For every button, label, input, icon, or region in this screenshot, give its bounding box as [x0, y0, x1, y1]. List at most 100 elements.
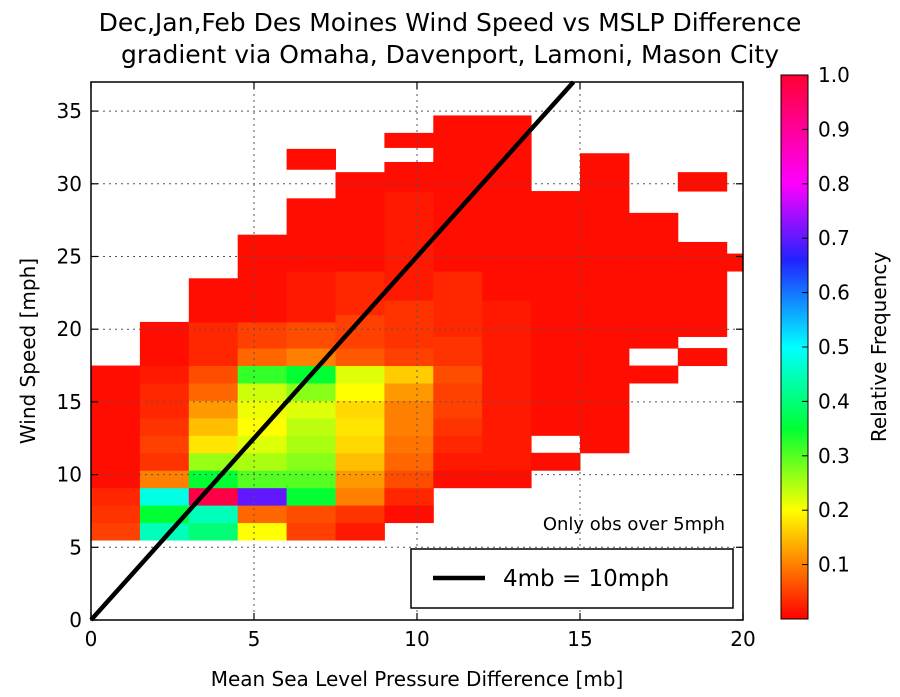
- x-tick-label-1: 5: [248, 627, 261, 651]
- heatmap-cell-39: [237, 234, 288, 323]
- heatmap-cell-17: [188, 487, 239, 506]
- heatmap-cell-18: [188, 470, 239, 489]
- heatmap-cell-43: [286, 470, 336, 489]
- heatmap-cell-65: [335, 348, 385, 367]
- heatmap-cell-28: [237, 505, 288, 524]
- heatmap-cell-83: [433, 470, 483, 489]
- heatmap-cell-23: [188, 382, 239, 401]
- legend-entry: 4mb = 10mph: [503, 566, 669, 592]
- heatmap-cell-78: [384, 348, 434, 367]
- heatmap-cell-100: [531, 191, 581, 287]
- heatmap-cell-29: [237, 487, 288, 506]
- heatmap-cell-84: [433, 452, 483, 471]
- heatmap-cell-101: [580, 212, 630, 454]
- heatmap-cell-76: [384, 382, 434, 401]
- colorbar-ticks: 0.1 0.2 0.3 0.4 0.5 0.6 0.7 0.8 0.9 1.0: [802, 63, 850, 577]
- axis-ticks: 0 5 10 15 20 0 5 10 15 20 25 30 35: [57, 82, 756, 651]
- heatmap-cell-72: [384, 452, 434, 471]
- heatmap-cell-30: [237, 470, 288, 489]
- heatmap-cell-103: [628, 365, 679, 384]
- colorbar-tick-label-4: 0.5: [818, 335, 850, 359]
- heatmap-cell-79: [384, 300, 434, 349]
- x-tick-label-4: 20: [730, 627, 755, 651]
- heatmap-cell-53: [286, 198, 336, 272]
- heatmap-cell-60: [335, 435, 385, 454]
- colorbar-tick-label-6: 0.7: [818, 226, 850, 250]
- colorbar-tick-label-7: 0.8: [818, 172, 850, 196]
- heatmap-cell-107: [677, 172, 728, 192]
- heatmap-cell-42: [286, 487, 336, 506]
- heatmap-cell-37: [237, 348, 288, 367]
- heatmap-cell-82: [384, 132, 434, 148]
- heatmap-cell-40: [286, 522, 336, 541]
- heatmap-cell-46: [286, 417, 336, 436]
- heatmap-cell-63: [335, 382, 385, 401]
- heatmap-cell-14: [139, 321, 190, 367]
- colorbar-tick-label-1: 0.2: [818, 498, 850, 522]
- heatmap-cell-51: [286, 321, 336, 349]
- heatmap-cell-7: [139, 470, 190, 489]
- heatmap-cell-99: [531, 285, 581, 367]
- heatmap-cell-26: [188, 278, 239, 323]
- heatmap-cell-64: [335, 365, 385, 384]
- heatmap-cell-85: [433, 435, 483, 454]
- heatmap-cell-15: [188, 522, 239, 541]
- heatmap-cell-16: [188, 505, 239, 524]
- heatmap-cell-59: [335, 452, 385, 471]
- heatmap-cell-91: [433, 271, 483, 337]
- y-tick-label-0: 0: [69, 608, 82, 632]
- reference-line: [89, 80, 576, 622]
- heatmap-cell-71: [384, 470, 434, 489]
- heatmap-cell-56: [335, 505, 385, 524]
- heatmap-cell-108: [726, 253, 744, 272]
- heatmap-cell-87: [433, 400, 483, 419]
- heatmap-cell-19: [188, 452, 239, 471]
- heatmap-cell-102: [580, 153, 630, 214]
- heatmap-cell-68: [335, 172, 385, 272]
- heatmap-cell-70: [384, 487, 434, 506]
- x-axis-label: Mean Sea Level Pressure Difference [mb]: [211, 667, 624, 691]
- heatmap-cell-89: [433, 365, 483, 384]
- heatmap-cell-61: [335, 417, 385, 436]
- heatmap-cell-27: [237, 522, 288, 541]
- heatmap-cell-69: [384, 505, 434, 524]
- colorbar-tick-label-2: 0.3: [818, 444, 850, 468]
- annotation-text: Only obs over 5mph: [543, 514, 725, 535]
- y-tick-label-2: 10: [57, 463, 82, 487]
- heatmap-cell-9: [139, 435, 190, 454]
- heatmap-cell-13: [139, 365, 190, 384]
- heatmap-cell-106: [677, 241, 728, 337]
- heatmap-cell-104: [628, 212, 679, 349]
- heatmap-cell-0: [91, 522, 141, 541]
- heatmap-cell-2: [91, 487, 141, 506]
- heatmap-cell-57: [335, 487, 385, 506]
- x-tick-label-0: 0: [85, 627, 98, 651]
- heatmap-cell-6: [139, 487, 190, 506]
- heatmap-cell-62: [335, 400, 385, 419]
- heatmap-cell-75: [384, 400, 434, 419]
- heatmap-cell-10: [139, 417, 190, 436]
- x-tick-label-3: 15: [567, 627, 592, 651]
- heatmap-cell-52: [286, 271, 336, 323]
- heatmap-cell-93: [482, 470, 532, 489]
- colorbar-tick-label-5: 0.6: [818, 281, 850, 305]
- heatmap-cell-3: [91, 365, 141, 489]
- y-tick-label-7: 35: [57, 99, 82, 123]
- colorbar-tick-label-9: 1.0: [818, 63, 850, 87]
- heatmap-cell-35: [237, 382, 288, 401]
- y-tick-label-3: 15: [57, 390, 82, 414]
- colorbar-tick-label-8: 0.9: [818, 117, 850, 141]
- heatmap-cells: [91, 115, 744, 541]
- heatmap-cell-94: [482, 365, 532, 471]
- heatmap-cell-54: [286, 148, 336, 170]
- heatmap-cell-38: [237, 321, 288, 349]
- heatmap-cell-67: [335, 271, 385, 316]
- heatmap-cell-22: [188, 400, 239, 419]
- heatmap-cell-25: [188, 321, 239, 367]
- y-tick-label-4: 20: [57, 317, 82, 341]
- heatmap-cell-47: [286, 400, 336, 419]
- heatmap-cell-24: [188, 365, 239, 384]
- heatmap-cell-5: [139, 505, 190, 524]
- heatmap-cell-98: [531, 365, 581, 436]
